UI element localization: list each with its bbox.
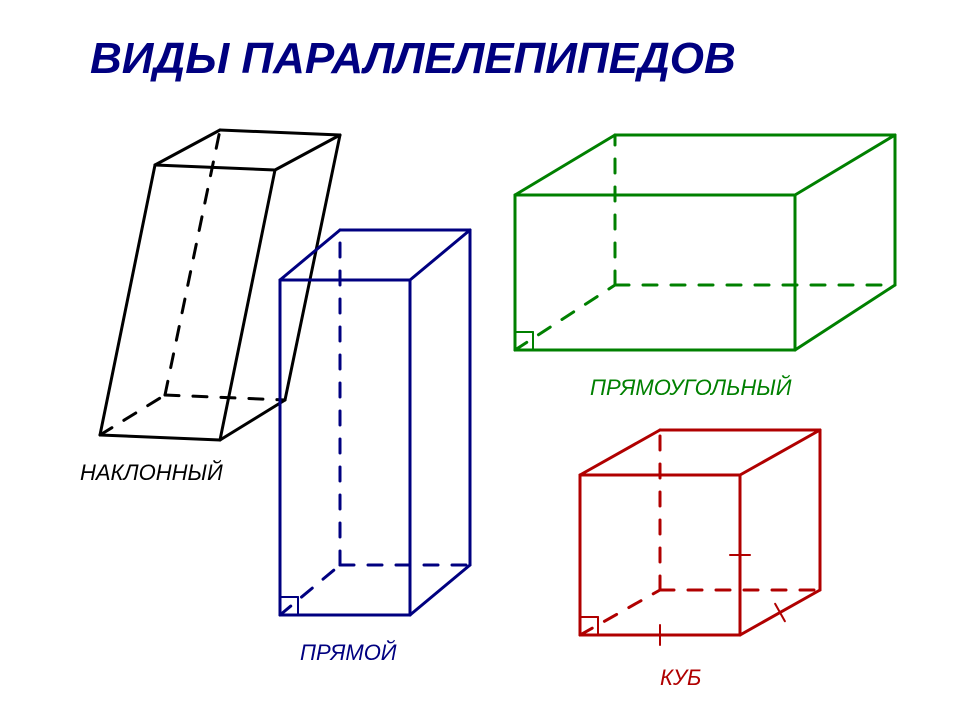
right-label: ПРЯМОЙ (300, 640, 397, 666)
page-title: ВИДЫ ПАРАЛЛЕЛЕПИПЕДОВ (90, 34, 736, 84)
rectangular-parallelepiped (515, 135, 905, 360)
cube (580, 430, 830, 645)
right-parallelepiped (280, 215, 480, 625)
cube-label: КУБ (660, 665, 701, 691)
rectangular-label: ПРЯМОУГОЛЬНЫЙ (590, 375, 792, 401)
oblique-label: НАКЛОННЫЙ (80, 460, 223, 486)
